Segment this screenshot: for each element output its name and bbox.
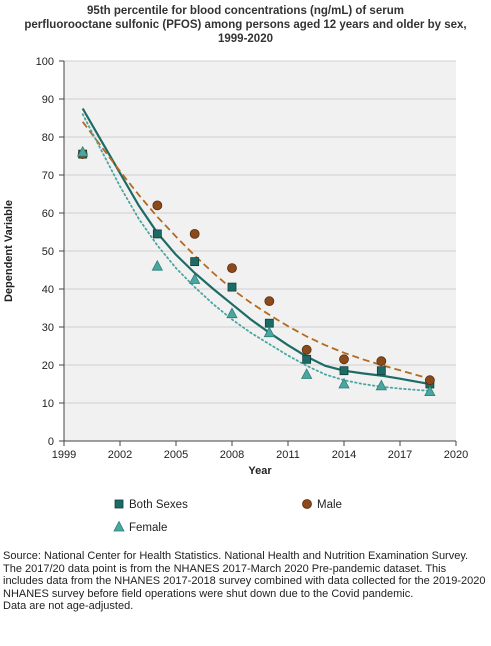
data-point-male [264, 296, 275, 307]
legend-marker-female [113, 520, 125, 532]
x-axis-label: Year [248, 465, 272, 477]
data-point-female [77, 145, 89, 157]
y-axis-label: Dependent Variable [3, 200, 15, 302]
y-tick-label: 0 [48, 436, 54, 448]
x-tick-label: 2011 [276, 449, 300, 461]
data-point-both-sexes [227, 282, 237, 292]
legend: Both Sexes Male Female [113, 499, 342, 534]
data-point-female [375, 379, 387, 391]
trend-line-both-sexes [81, 107, 431, 386]
y-tick-label: 50 [42, 246, 54, 258]
axes: 0 10 20 30 40 50 60 70 80 90 100 1999 2002 2005 2008 20… [36, 56, 469, 461]
data-point-female [338, 377, 350, 389]
chart-title-line: 95th percentile for blood concentrations… [87, 5, 404, 17]
chart-title-line: 1999-2020 [218, 33, 273, 45]
gridlines [64, 60, 456, 404]
footnote-dataset: The 2017/20 data point is from the NHANE… [3, 562, 486, 600]
legend-label-both-sexes: Both Sexes [129, 499, 188, 511]
data-point-male [424, 375, 435, 386]
x-tick-label: 2005 [164, 449, 188, 461]
data-point-female [301, 368, 313, 379]
y-tick-label: 40 [42, 284, 54, 296]
y-tick-label: 60 [42, 208, 54, 220]
data-point-male [189, 228, 200, 239]
data-point-male [152, 200, 163, 211]
y-tick-label: 100 [36, 56, 54, 68]
y-tick-label: 80 [42, 132, 54, 144]
x-tick-label: 2017 [388, 449, 412, 461]
data-point-female [151, 259, 163, 271]
data-point-male [376, 356, 387, 367]
chart-title-line: perfluorooctane sulfonic (PFOS) among pe… [24, 19, 467, 31]
x-tick-label: 2014 [332, 449, 356, 461]
data-point-both-sexes [264, 318, 274, 328]
y-tick-label: 10 [42, 398, 54, 410]
x-tick-label: 2002 [108, 449, 132, 461]
legend-label-female: Female [129, 522, 167, 534]
chart-svg: 0 10 20 30 40 50 60 70 80 90 100 1999 2002 2005 2008 20… [3, 56, 469, 534]
x-tick-label: 2020 [444, 449, 468, 461]
data-point-male [227, 263, 237, 274]
data-point-male [301, 344, 312, 355]
data-markers [77, 145, 436, 397]
data-point-both-sexes [376, 366, 386, 376]
x-tick-label: 1999 [52, 449, 76, 461]
data-point-both-sexes [190, 257, 200, 267]
legend-marker-male [302, 499, 312, 509]
data-point-both-sexes [339, 366, 349, 376]
data-point-both-sexes [152, 229, 162, 239]
y-tick-label: 90 [42, 94, 54, 106]
footnote-source: Source: National Center for Health Stati… [3, 550, 469, 562]
x-tick-label: 2008 [220, 449, 244, 461]
footnote-adjustment: Data are not age-adjusted. [3, 600, 134, 613]
data-point-female [263, 326, 275, 338]
footnotes: Source: National Center for Health Stati… [3, 550, 489, 613]
legend-label-male: Male [317, 499, 342, 511]
y-tick-label: 70 [42, 170, 54, 182]
y-tick-label: 20 [42, 360, 54, 372]
chart-title: 95th percentile for blood concentrations… [0, 4, 491, 46]
data-point-male [339, 354, 349, 365]
data-point-female [189, 273, 201, 284]
data-point-female [424, 385, 436, 397]
legend-marker-both-sexes [114, 499, 124, 509]
data-point-female [226, 307, 238, 319]
y-tick-label: 30 [42, 322, 54, 334]
data-point-both-sexes [302, 354, 312, 364]
